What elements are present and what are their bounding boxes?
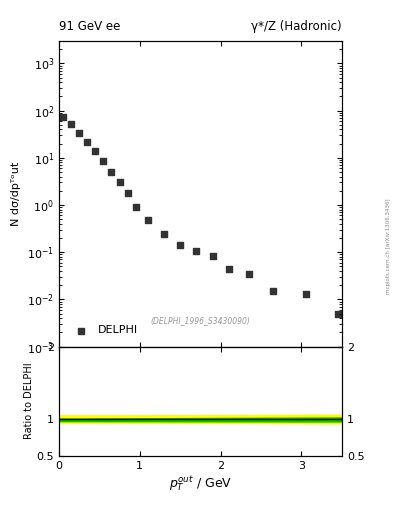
DELPHI: [246, 270, 252, 278]
DELPHI: [92, 147, 99, 155]
Text: γ*/Z (Hadronic): γ*/Z (Hadronic): [251, 20, 342, 33]
DELPHI: [125, 189, 131, 197]
DELPHI: [100, 157, 107, 165]
DELPHI: [132, 203, 139, 211]
DELPHI: [116, 178, 123, 186]
X-axis label: $p_T^{out}$ / GeV: $p_T^{out}$ / GeV: [169, 475, 232, 494]
Text: (DELPHI_1996_S3430090): (DELPHI_1996_S3430090): [151, 316, 250, 325]
DELPHI: [193, 247, 200, 255]
DELPHI: [209, 251, 216, 260]
DELPHI: [335, 309, 341, 317]
Text: 91 GeV ee: 91 GeV ee: [59, 20, 120, 33]
DELPHI: [68, 120, 74, 128]
DELPHI: [145, 216, 151, 224]
DELPHI: [60, 113, 66, 121]
DELPHI: [161, 230, 167, 239]
DELPHI: [108, 168, 115, 176]
DELPHI: [226, 265, 232, 273]
DELPHI: [76, 129, 82, 137]
Text: mcplots.cern.ch [arXiv:1306.3436]: mcplots.cern.ch [arXiv:1306.3436]: [386, 198, 391, 293]
Legend: DELPHI: DELPHI: [64, 320, 143, 341]
DELPHI: [270, 287, 276, 295]
Y-axis label: N dσ/dpᵀᵒut: N dσ/dpᵀᵒut: [11, 162, 22, 226]
DELPHI: [177, 241, 184, 249]
DELPHI: [84, 138, 90, 146]
Y-axis label: Ratio to DELPHI: Ratio to DELPHI: [24, 363, 34, 439]
DELPHI: [302, 290, 309, 298]
